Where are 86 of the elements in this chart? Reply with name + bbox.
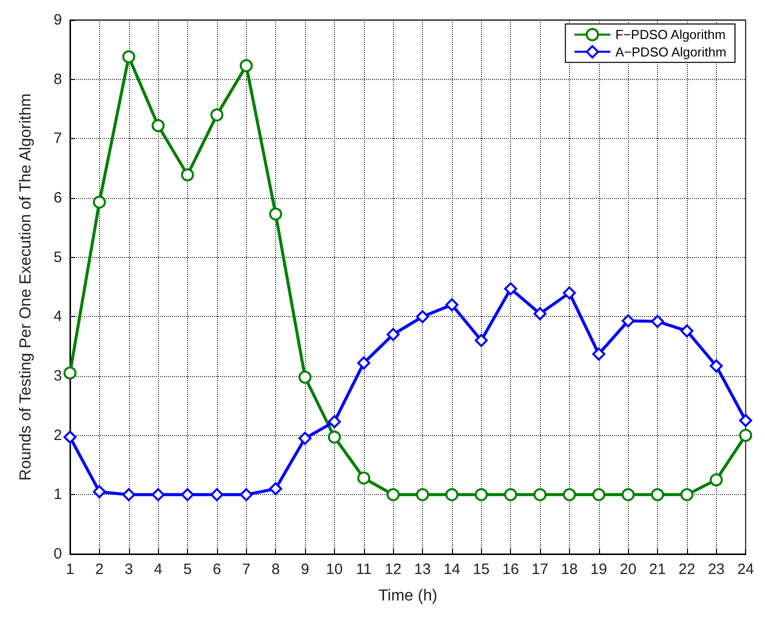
point	[504, 488, 518, 502]
point	[386, 488, 400, 502]
x-tick-label: 10	[326, 561, 343, 578]
point	[240, 59, 253, 72]
y-tick-label: 1	[54, 486, 62, 504]
y-tick-label: 2	[54, 426, 62, 444]
x-tick-label: 21	[649, 561, 666, 578]
x-tick-label: 11	[356, 561, 372, 578]
y-tick-label: 8	[54, 70, 62, 88]
y-tick-label: 5	[54, 248, 62, 266]
point	[92, 485, 106, 498]
point	[474, 488, 488, 502]
point	[328, 415, 341, 428]
point	[622, 314, 635, 328]
y-tick-label: 6	[54, 190, 62, 206]
point	[710, 359, 723, 372]
point	[416, 488, 430, 502]
x-tick-label: 17	[532, 561, 548, 578]
x-tick-label: 1	[66, 561, 74, 578]
point	[651, 314, 664, 328]
x-tick-label: 4	[154, 561, 162, 578]
x-tick-label: 6	[212, 561, 222, 578]
point	[739, 414, 752, 427]
point	[680, 324, 694, 338]
point	[92, 196, 106, 209]
point	[210, 488, 224, 502]
x-tick-label: 22	[678, 561, 696, 578]
point	[445, 488, 458, 502]
point	[152, 119, 165, 132]
point	[592, 348, 606, 361]
point	[240, 488, 253, 502]
x-tick-label: 24	[737, 561, 754, 578]
point	[739, 428, 752, 442]
point	[534, 488, 547, 502]
point	[152, 488, 165, 502]
point	[210, 108, 224, 122]
point	[269, 208, 282, 221]
point	[328, 430, 341, 444]
x-tick-label: 19	[590, 561, 608, 578]
y-tick-label: 3	[54, 368, 62, 384]
y-tick-label: 4	[54, 308, 62, 326]
legend-label: A−PDSO Algorithm	[615, 44, 726, 60]
x-tick-label: 20	[620, 561, 636, 578]
point	[64, 430, 76, 444]
x-tick-label: 15	[472, 561, 490, 578]
x-axis-title: Time (h)	[378, 588, 438, 604]
y-tick-label: 9	[54, 12, 62, 28]
point	[651, 488, 664, 502]
x-tick-label: 9	[300, 561, 310, 578]
x-tick-label: 12	[384, 561, 402, 578]
point	[181, 488, 194, 502]
x-tick-label: 13	[414, 561, 431, 578]
y-tick-label: 0	[54, 546, 62, 562]
x-tick-label: 3	[124, 561, 133, 578]
x-tick-label: 16	[502, 561, 519, 578]
point	[298, 370, 312, 384]
point	[622, 488, 635, 502]
point	[534, 307, 547, 320]
point	[357, 356, 370, 370]
x-tick-label: 7	[242, 561, 250, 578]
point	[562, 286, 576, 300]
x-tick-label: 5	[183, 561, 192, 578]
x-tick-label: 18	[561, 561, 578, 578]
point	[122, 50, 136, 64]
x-tick-label: 23	[708, 561, 725, 578]
x-tick-label: 2	[95, 561, 104, 578]
point	[122, 488, 136, 502]
point	[504, 282, 518, 296]
point	[64, 366, 76, 380]
point	[269, 482, 282, 496]
point	[562, 488, 576, 502]
point	[357, 472, 370, 485]
point	[710, 473, 723, 486]
y-axis-title: Rounds of Testing Per One Execution of The Algorithm	[18, 93, 34, 481]
point	[445, 298, 458, 312]
point	[680, 488, 694, 502]
point	[416, 310, 430, 324]
point	[181, 168, 194, 182]
legend-label: F−PDSO Algorithm	[615, 27, 726, 42]
x-tick-label: 14	[444, 561, 460, 578]
point	[592, 488, 606, 502]
point	[298, 432, 312, 445]
y-tick-label: 7	[54, 130, 62, 148]
x-tick-label: 8	[271, 561, 280, 578]
point	[386, 328, 400, 341]
point	[474, 334, 488, 347]
